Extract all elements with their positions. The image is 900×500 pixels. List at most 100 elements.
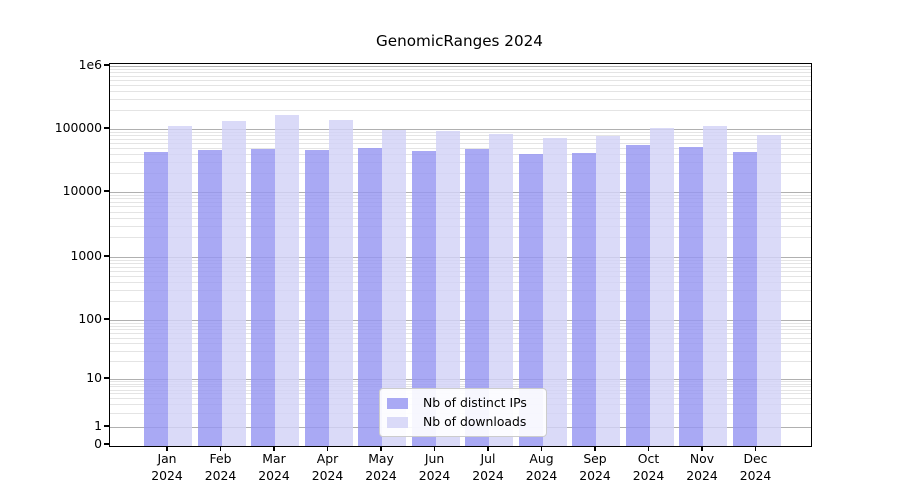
legend-item-distinct-ips: Nb of distinct IPs xyxy=(387,394,539,412)
legend-label-distinct-ips: Nb of distinct IPs xyxy=(423,395,527,410)
minor-gridline xyxy=(110,361,811,363)
bar-distinct-ips-oct xyxy=(625,145,650,446)
minor-gridline xyxy=(110,98,811,100)
bar-downloads-feb xyxy=(221,120,246,446)
x-tick-label: Jul 2024 xyxy=(456,451,520,484)
bar-distinct-ips-mar xyxy=(251,149,275,446)
minor-gridline xyxy=(110,322,811,324)
x-tick-label: Dec 2024 xyxy=(724,451,788,484)
minor-gridline xyxy=(110,301,811,303)
y-tick xyxy=(104,318,109,320)
minor-gridline xyxy=(110,337,811,339)
x-tick xyxy=(701,446,703,451)
x-tick xyxy=(754,446,757,451)
bar-distinct-ips-jan xyxy=(144,151,168,446)
x-tick-label-month: Jun xyxy=(424,451,445,466)
minor-gridline xyxy=(110,263,811,265)
minor-gridline xyxy=(110,289,811,291)
y-tick-label: 1e6 xyxy=(78,57,102,72)
x-tick-label-month: Jan xyxy=(157,451,177,466)
minor-gridline xyxy=(110,75,811,77)
bar-downloads-mar xyxy=(275,115,299,446)
x-tick xyxy=(219,446,222,451)
minor-gridline xyxy=(110,329,811,331)
minor-gridline xyxy=(110,138,811,140)
legend-swatch-distinct-ips xyxy=(387,397,408,409)
x-tick-label: Feb 2024 xyxy=(189,451,253,484)
x-tick-label-month: Nov xyxy=(689,451,715,466)
minor-gridline xyxy=(110,325,811,327)
y-tick xyxy=(104,255,109,257)
minor-gridline xyxy=(110,131,811,133)
minor-gridline xyxy=(110,68,811,70)
minor-gridline xyxy=(110,383,811,385)
legend-swatch-downloads xyxy=(387,416,408,428)
x-tick xyxy=(540,446,543,451)
minor-gridline xyxy=(110,275,811,277)
y-tick xyxy=(104,425,109,427)
minor-gridline xyxy=(110,343,811,345)
minor-gridline xyxy=(110,282,811,284)
x-tick-label-year: 2024 xyxy=(365,467,397,483)
minor-gridline xyxy=(110,211,811,213)
minor-gridline xyxy=(110,110,811,112)
minor-gridline xyxy=(110,217,811,219)
x-tick-label-year: 2024 xyxy=(472,467,504,483)
major-gridline xyxy=(110,66,811,67)
x-tick-label-year: 2024 xyxy=(418,467,451,483)
x-tick xyxy=(433,446,436,451)
bar-distinct-ips-apr xyxy=(304,150,329,446)
y-tick xyxy=(104,443,109,445)
bar-downloads-oct xyxy=(649,128,674,446)
chart-title: GenomicRanges 2024 xyxy=(376,32,543,50)
y-tick-label: 10000 xyxy=(62,183,102,198)
x-tick-label-month: Feb xyxy=(209,451,232,466)
x-tick-label-month: May xyxy=(368,451,394,466)
y-tick-label: 0 xyxy=(94,436,102,451)
bar-distinct-ips-may xyxy=(358,147,382,446)
legend-item-downloads: Nb of downloads xyxy=(387,413,539,431)
x-tick-label: Jun 2024 xyxy=(403,451,467,484)
x-tick-label-year: 2024 xyxy=(151,467,183,483)
x-tick-label-month: Sep xyxy=(583,451,607,466)
y-tick xyxy=(104,127,109,129)
x-tick-label: May 2024 xyxy=(349,451,413,484)
x-tick-label: Jan 2024 xyxy=(135,451,199,484)
major-gridline xyxy=(110,320,811,321)
y-tick-label: 1000 xyxy=(70,248,102,263)
minor-gridline xyxy=(110,266,811,268)
x-tick-label-year: 2024 xyxy=(686,467,718,483)
x-tick xyxy=(594,446,596,451)
x-tick-label: Mar 2024 xyxy=(242,451,306,484)
y-tick-label: 10 xyxy=(86,370,102,385)
bar-distinct-ips-dec xyxy=(732,151,757,446)
y-tick-label: 100000 xyxy=(54,120,102,135)
x-tick-label-year: 2024 xyxy=(258,467,290,483)
minor-gridline xyxy=(110,333,811,335)
y-tick xyxy=(104,64,109,66)
x-tick-label-year: 2024 xyxy=(311,467,344,483)
bar-downloads-apr xyxy=(328,119,353,446)
x-tick-label-month: Oct xyxy=(637,451,660,466)
x-tick-label-month: Aug xyxy=(529,451,554,466)
bar-downloads-nov xyxy=(703,126,727,446)
minor-gridline xyxy=(110,270,811,272)
minor-gridline xyxy=(110,194,811,196)
minor-gridline xyxy=(110,386,811,388)
minor-gridline xyxy=(110,173,811,175)
bar-distinct-ips-feb xyxy=(197,150,222,446)
major-gridline xyxy=(110,379,811,380)
minor-gridline xyxy=(110,72,811,74)
x-tick xyxy=(166,446,168,451)
minor-gridline xyxy=(110,147,811,149)
minor-gridline xyxy=(110,91,811,93)
x-tick-label-year: 2024 xyxy=(525,467,558,483)
major-gridline xyxy=(110,192,811,193)
x-tick-label: Apr 2024 xyxy=(296,451,360,484)
legend-label-downloads: Nb of downloads xyxy=(423,414,527,429)
x-tick-label-month: Mar xyxy=(262,451,286,466)
minor-gridline xyxy=(110,161,811,163)
minor-gridline xyxy=(110,84,811,86)
x-tick xyxy=(326,446,329,451)
